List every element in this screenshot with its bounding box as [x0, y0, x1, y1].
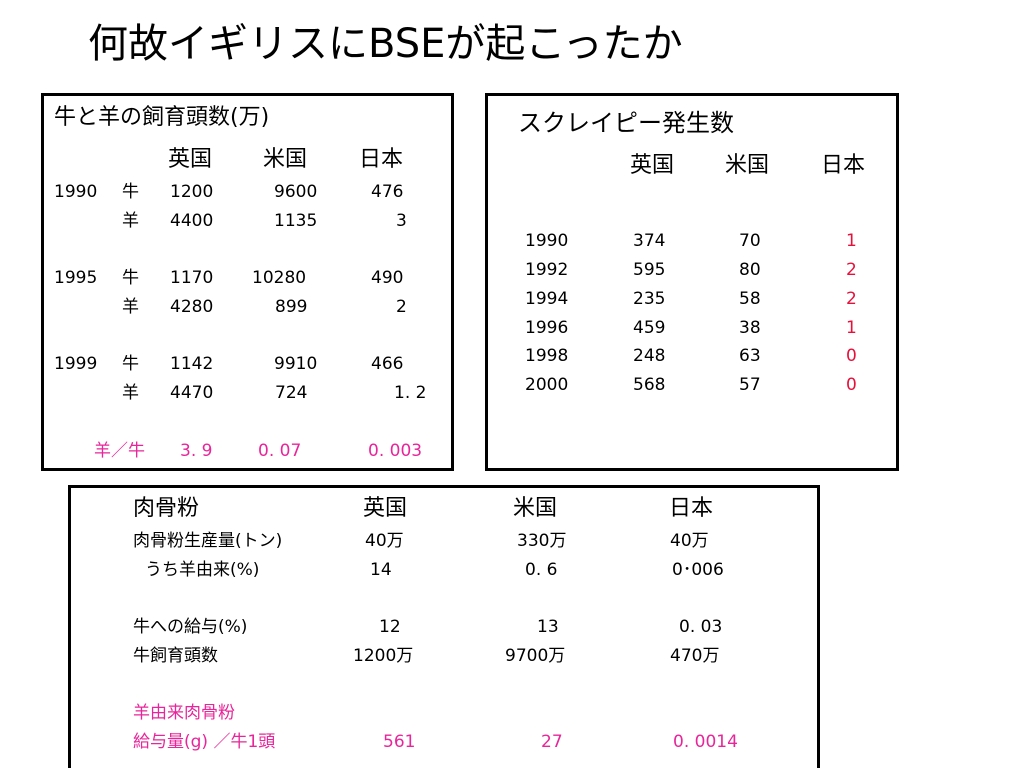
page-title: 何故イギリスにBSEが起こったか	[88, 21, 683, 67]
cell-uk: 248	[633, 346, 666, 366]
col-uk: 英国	[168, 147, 213, 172]
row-year: 1996	[525, 318, 569, 338]
row-kind: 牛	[122, 268, 139, 288]
cell-jp: 40万	[670, 531, 709, 551]
livestock-heading: 牛と羊の飼育頭数(万)	[54, 105, 270, 130]
cell-jp: 2	[846, 260, 857, 280]
row-label: 牛飼育頭数	[133, 646, 218, 666]
row-year: 2000	[525, 375, 569, 395]
cell-jp: 470万	[670, 646, 720, 666]
ratio-label: 羊／牛	[94, 441, 145, 461]
row-kind: 牛	[122, 354, 139, 374]
meatbone-heading: 肉骨粉	[133, 496, 200, 521]
ratio-jp: 0. 003	[368, 441, 423, 461]
cell-jp: 0. 03	[679, 617, 723, 637]
cell-uk: 595	[633, 260, 666, 280]
col-uk: 英国	[630, 153, 675, 178]
row-kind: 牛	[122, 182, 139, 202]
cell-us: 1135	[274, 211, 318, 231]
cell-uk: 4470	[170, 383, 214, 403]
cell-jp: 1. 2	[394, 383, 427, 403]
cell-jp: 466	[371, 354, 404, 374]
scrapie-table: スクレイピー発生数 英国 米国 日本 1990 374 70 1 1992 59…	[485, 93, 899, 471]
row-year: 1992	[525, 260, 569, 280]
sheep-feed-jp: 0. 0014	[673, 732, 738, 752]
cell-us: 9700万	[505, 646, 566, 666]
cell-us: 724	[275, 383, 308, 403]
row-year: 1999	[54, 354, 98, 374]
cell-us: 38	[739, 318, 761, 338]
cell-us: 899	[275, 297, 308, 317]
cell-uk: 40万	[365, 531, 404, 551]
ratio-us: 0. 07	[258, 441, 302, 461]
cell-uk: 568	[633, 375, 666, 395]
col-us: 米国	[513, 496, 558, 521]
row-year: 1995	[54, 268, 98, 288]
livestock-table: 牛と羊の飼育頭数(万) 英国 米国 日本 1990 牛 1200 9600 47…	[41, 93, 454, 471]
cell-jp: 0	[846, 346, 857, 366]
cell-us: 0. 6	[525, 560, 558, 580]
cell-us: 63	[739, 346, 761, 366]
scrapie-heading: スクレイピー発生数	[518, 109, 734, 137]
ratio-uk: 3. 9	[180, 441, 213, 461]
col-jp: 日本	[821, 153, 866, 178]
cell-us: 9910	[274, 354, 318, 374]
cell-us: 9600	[274, 182, 318, 202]
cell-jp: 0	[846, 375, 857, 395]
cell-uk: 1200万	[353, 646, 414, 666]
cell-jp: 2	[846, 289, 857, 309]
cell-uk: 14	[370, 560, 392, 580]
col-uk: 英国	[363, 496, 408, 521]
cell-jp: 2	[396, 297, 407, 317]
cell-jp: 476	[371, 182, 404, 202]
cell-uk: 235	[633, 289, 666, 309]
cell-jp: 1	[846, 318, 857, 338]
cell-jp: 3	[396, 211, 407, 231]
cell-uk: 1170	[170, 268, 214, 288]
meatbone-table: 肉骨粉 英国 米国 日本 肉骨粉生産量(トン) 40万 330万 40万 うち羊…	[68, 485, 820, 768]
row-year: 1990	[525, 231, 569, 251]
cell-us: 57	[739, 375, 761, 395]
cell-uk: 12	[379, 617, 401, 637]
cell-us: 13	[537, 617, 559, 637]
sheep-origin-label: 羊由来肉骨粉	[133, 703, 235, 723]
col-jp: 日本	[669, 496, 714, 521]
row-year: 1998	[525, 346, 569, 366]
sheep-feed-uk: 561	[383, 732, 416, 752]
row-kind: 羊	[122, 297, 139, 317]
sheep-feed-label: 給与量(g) ／牛1頭	[133, 732, 276, 752]
row-kind: 羊	[122, 383, 139, 403]
cell-us: 58	[739, 289, 761, 309]
cell-us: 70	[739, 231, 761, 251]
col-us: 米国	[263, 147, 308, 172]
cell-uk: 4400	[170, 211, 214, 231]
cell-uk: 1200	[170, 182, 214, 202]
cell-uk: 4280	[170, 297, 214, 317]
cell-us: 10280	[252, 268, 307, 288]
cell-us: 80	[739, 260, 761, 280]
row-label: 肉骨粉生産量(トン)	[133, 531, 283, 551]
col-us: 米国	[725, 153, 770, 178]
cell-jp: 0･006	[672, 560, 724, 580]
cell-uk: 459	[633, 318, 666, 338]
row-label: 牛への給与(%)	[133, 617, 248, 637]
row-year: 1994	[525, 289, 569, 309]
cell-jp: 1	[846, 231, 857, 251]
row-year: 1990	[54, 182, 98, 202]
cell-jp: 490	[371, 268, 404, 288]
cell-uk: 1142	[170, 354, 214, 374]
col-jp: 日本	[359, 147, 404, 172]
row-kind: 羊	[122, 211, 139, 231]
sheep-feed-us: 27	[541, 732, 563, 752]
cell-uk: 374	[633, 231, 666, 251]
row-label: うち羊由来(%)	[145, 560, 260, 580]
cell-us: 330万	[517, 531, 567, 551]
